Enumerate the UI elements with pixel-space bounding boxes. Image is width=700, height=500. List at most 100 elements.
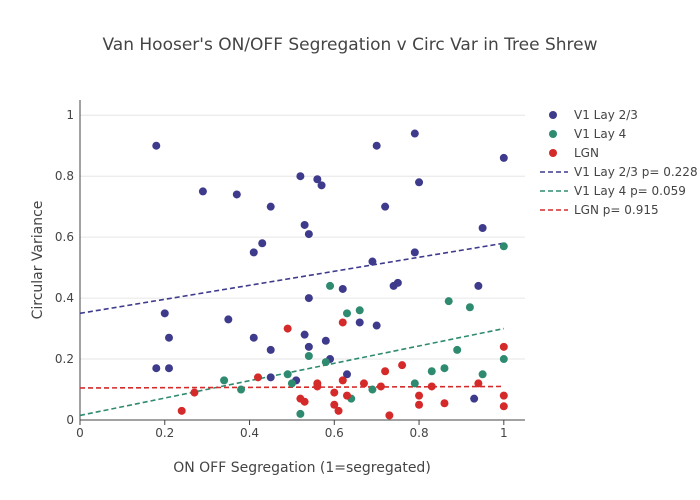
data-point[interactable] bbox=[304, 294, 313, 303]
data-point[interactable] bbox=[160, 309, 169, 318]
data-point[interactable] bbox=[499, 402, 508, 411]
data-point[interactable] bbox=[334, 406, 343, 415]
data-point[interactable] bbox=[440, 399, 449, 408]
data-point[interactable] bbox=[355, 318, 364, 327]
data-point[interactable] bbox=[470, 394, 479, 403]
data-point[interactable] bbox=[415, 400, 424, 409]
data-point[interactable] bbox=[300, 397, 309, 406]
data-point[interactable] bbox=[381, 202, 390, 211]
legend-label: V1 Lay 4 bbox=[574, 127, 626, 141]
data-point[interactable] bbox=[381, 367, 390, 376]
data-point[interactable] bbox=[304, 352, 313, 360]
y-tick-label: 0.6 bbox=[55, 230, 74, 244]
data-point[interactable] bbox=[474, 379, 483, 388]
data-point[interactable] bbox=[266, 345, 275, 354]
legend[interactable]: V1 Lay 2/3 V1 Lay 4 LGN V1 Lay 2/3 p= 0.228… bbox=[540, 108, 698, 217]
data-point[interactable] bbox=[296, 172, 305, 181]
data-point[interactable] bbox=[330, 400, 339, 409]
data-point[interactable] bbox=[266, 373, 275, 382]
data-point[interactable] bbox=[190, 388, 199, 397]
data-point[interactable] bbox=[220, 376, 229, 385]
data-point[interactable] bbox=[304, 342, 313, 351]
x-tick-label: 0.6 bbox=[325, 426, 344, 440]
data-point[interactable] bbox=[478, 224, 487, 232]
legend-item[interactable]: LGN bbox=[549, 146, 599, 160]
data-point[interactable] bbox=[376, 382, 385, 391]
trendline bbox=[79, 327, 504, 417]
data-point[interactable] bbox=[359, 379, 368, 388]
data-point[interactable] bbox=[287, 379, 296, 388]
data-point[interactable] bbox=[343, 391, 351, 400]
data-point[interactable] bbox=[165, 364, 173, 373]
data-point[interactable] bbox=[410, 379, 419, 388]
data-point[interactable] bbox=[453, 345, 462, 354]
data-point[interactable] bbox=[499, 242, 508, 251]
data-point[interactable] bbox=[321, 358, 330, 367]
data-point[interactable] bbox=[300, 330, 309, 339]
data-point[interactable] bbox=[338, 318, 347, 327]
data-point[interactable] bbox=[266, 202, 275, 211]
data-point[interactable] bbox=[478, 370, 487, 379]
data-point[interactable] bbox=[368, 257, 377, 266]
data-point[interactable] bbox=[343, 309, 351, 318]
data-point[interactable] bbox=[415, 391, 424, 400]
data-point[interactable] bbox=[317, 181, 326, 190]
data-point[interactable] bbox=[254, 373, 262, 382]
data-point[interactable] bbox=[499, 342, 508, 351]
data-point[interactable] bbox=[300, 220, 309, 229]
data-point[interactable] bbox=[474, 281, 483, 290]
data-point[interactable] bbox=[232, 190, 241, 199]
data-point[interactable] bbox=[398, 361, 407, 370]
data-point[interactable] bbox=[283, 370, 292, 379]
data-point[interactable] bbox=[343, 370, 351, 379]
data-point[interactable] bbox=[224, 315, 233, 324]
data-point[interactable] bbox=[177, 406, 186, 415]
data-point[interactable] bbox=[313, 382, 322, 391]
data-point[interactable] bbox=[313, 175, 322, 184]
data-point[interactable] bbox=[258, 239, 267, 248]
y-tick-label: 0 bbox=[66, 413, 74, 427]
data-point[interactable] bbox=[372, 321, 381, 330]
data-point[interactable] bbox=[326, 281, 335, 290]
data-point[interactable] bbox=[152, 364, 161, 373]
data-point[interactable] bbox=[338, 376, 347, 385]
data-point[interactable] bbox=[249, 248, 258, 257]
legend-item[interactable]: V1 Lay 4 p= 0.059 bbox=[540, 184, 686, 198]
data-point[interactable] bbox=[368, 385, 377, 394]
data-point[interactable] bbox=[465, 303, 474, 312]
data-point[interactable] bbox=[410, 129, 419, 138]
legend-item[interactable]: V1 Lay 2/3 p= 0.228 bbox=[540, 165, 698, 179]
data-point[interactable] bbox=[296, 409, 305, 418]
data-point[interactable] bbox=[427, 367, 436, 376]
y-tick-label: 1 bbox=[66, 108, 74, 122]
data-point[interactable] bbox=[304, 230, 313, 239]
data-point[interactable] bbox=[499, 153, 508, 162]
data-point[interactable] bbox=[410, 248, 419, 257]
data-point[interactable] bbox=[499, 391, 508, 400]
data-point[interactable] bbox=[249, 333, 258, 342]
data-point[interactable] bbox=[385, 411, 394, 420]
data-point[interactable] bbox=[237, 385, 246, 394]
x-tick-label: 1 bbox=[500, 426, 508, 440]
data-point[interactable] bbox=[372, 141, 381, 150]
data-point[interactable] bbox=[330, 388, 339, 397]
data-point[interactable] bbox=[415, 178, 424, 187]
legend-item[interactable]: V1 Lay 2/3 bbox=[549, 108, 638, 122]
data-point[interactable] bbox=[499, 355, 508, 364]
data-point[interactable] bbox=[427, 382, 436, 391]
data-point[interactable] bbox=[152, 141, 161, 150]
y-tick-label: 0.8 bbox=[55, 169, 74, 183]
data-point[interactable] bbox=[389, 281, 398, 290]
data-point[interactable] bbox=[440, 364, 449, 373]
legend-item[interactable]: V1 Lay 4 bbox=[549, 127, 626, 141]
y-axis-label: Circular Variance bbox=[30, 201, 46, 320]
data-point[interactable] bbox=[444, 297, 453, 306]
data-point[interactable] bbox=[338, 284, 347, 293]
data-point[interactable] bbox=[355, 306, 364, 315]
data-point[interactable] bbox=[165, 333, 173, 342]
data-point[interactable] bbox=[321, 336, 330, 345]
legend-item[interactable]: LGN p= 0.915 bbox=[540, 203, 659, 217]
data-point[interactable] bbox=[198, 187, 207, 196]
legend-label: V1 Lay 2/3 bbox=[574, 108, 638, 122]
data-point[interactable] bbox=[283, 324, 292, 333]
